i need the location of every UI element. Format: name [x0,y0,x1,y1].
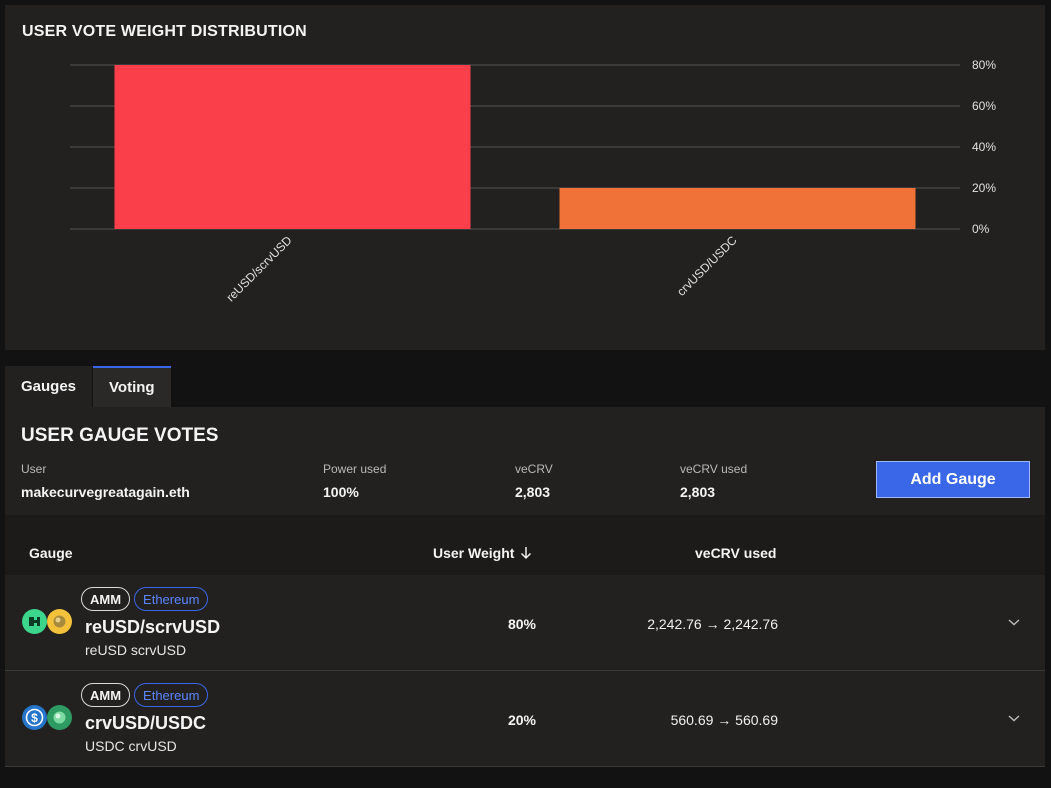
user-stat: User makecurvegreatagain.eth [21,462,190,500]
y-tick-label: 80% [972,58,996,72]
add-gauge-button[interactable]: Add Gauge [876,461,1030,498]
header-vecrv-used[interactable]: veCRV used [695,545,777,561]
vecrv-value: 2,803 [515,484,551,500]
chain-badge: Ethereum [134,683,209,707]
vecrv-used-value: 2,803 [680,484,716,500]
pool-tokens: USDC crvUSD [85,738,177,754]
tab-voting[interactable]: Voting [93,366,171,407]
table-header: Gauge User Weight veCRV used [5,515,1045,575]
table-row[interactable]: $ AMM Ethereum crvUSD/USDC USDC crvUSD 2… [5,671,1045,767]
amm-badge: AMM [81,587,131,611]
row-badges: AMM Ethereum [81,683,209,707]
vote-distribution-card: 0% 20% 40% 60% 80% reUSD/scrvUSD crvUSD/USDC U… [5,5,1045,350]
tab-gauges[interactable]: Gauges [5,366,93,407]
header-gauge[interactable]: Gauge [29,545,73,561]
user-weight: 20% [507,712,536,728]
vecrv-stat: veCRV 2,803 [515,462,553,500]
table-row[interactable]: AMM Ethereum reUSD/scrvUSD reUSD scrvUSD… [5,575,1045,671]
y-tick-label: 20% [972,181,996,195]
bar-crvusd-usdc[interactable] [559,188,916,229]
svg-text:$: $ [31,711,38,725]
arrow-down-icon [521,547,532,560]
y-tick-label: 0% [972,222,990,236]
row-badges: AMM Ethereum [81,587,209,611]
chevron-down-icon[interactable] [1005,613,1023,631]
chart-title: USER VOTE WEIGHT DISTRIBUTION [22,23,307,40]
vecrv-used-label: veCRV used [680,462,748,476]
reusd-icon [22,609,47,634]
tab-bar: Gauges Voting [5,366,171,407]
pool-tokens: reUSD scrvUSD [85,642,187,658]
pool-name[interactable]: reUSD/scrvUSD [85,617,221,637]
y-tick-label: 40% [972,140,996,154]
user-value: makecurvegreatagain.eth [21,484,190,500]
vecrv-used-stat: veCRV used 2,803 [680,462,747,500]
gauge-votes-table: Gauge User Weight veCRV used AMM Ethereu… [5,515,1045,767]
coin-pair [22,609,74,635]
usdc-icon: $ [22,705,47,730]
scrvusd-icon [47,609,72,634]
amm-badge: AMM [81,683,131,707]
vecrv-used: 2,242.76 → 2,242.76 [647,616,778,632]
vecrv-label: veCRV [515,462,553,476]
bar-reusd-scrvusd[interactable] [114,65,471,229]
y-tick-label: 60% [972,99,996,113]
user-weight: 80% [507,616,536,632]
x-tick-label: crvUSD/USDC [674,233,740,299]
chain-badge: Ethereum [134,587,209,611]
pool-name[interactable]: crvUSD/USDC [85,713,207,733]
x-tick-label: reUSD/scrvUSD [223,233,294,304]
vecrv-used: 560.69 → 560.69 [670,712,778,728]
user-gauge-votes-card: USER GAUGE VOTES User makecurvegreatagai… [5,407,1045,515]
crvusd-icon [47,705,72,730]
power-used-stat: Power used 100% [323,462,386,500]
coin-pair: $ [22,705,74,731]
user-label: User [21,462,47,476]
chevron-down-icon[interactable] [1005,709,1023,727]
header-user-weight[interactable]: User Weight [433,545,532,561]
votes-title: USER GAUGE VOTES [21,425,219,446]
power-used-label: Power used [323,462,387,476]
vote-weight-bar-chart: 0% 20% 40% 60% 80% reUSD/scrvUSD crvUSD/USDC [70,58,996,304]
header-user-weight-label: User Weight [433,545,515,561]
power-used-value: 100% [323,484,359,500]
